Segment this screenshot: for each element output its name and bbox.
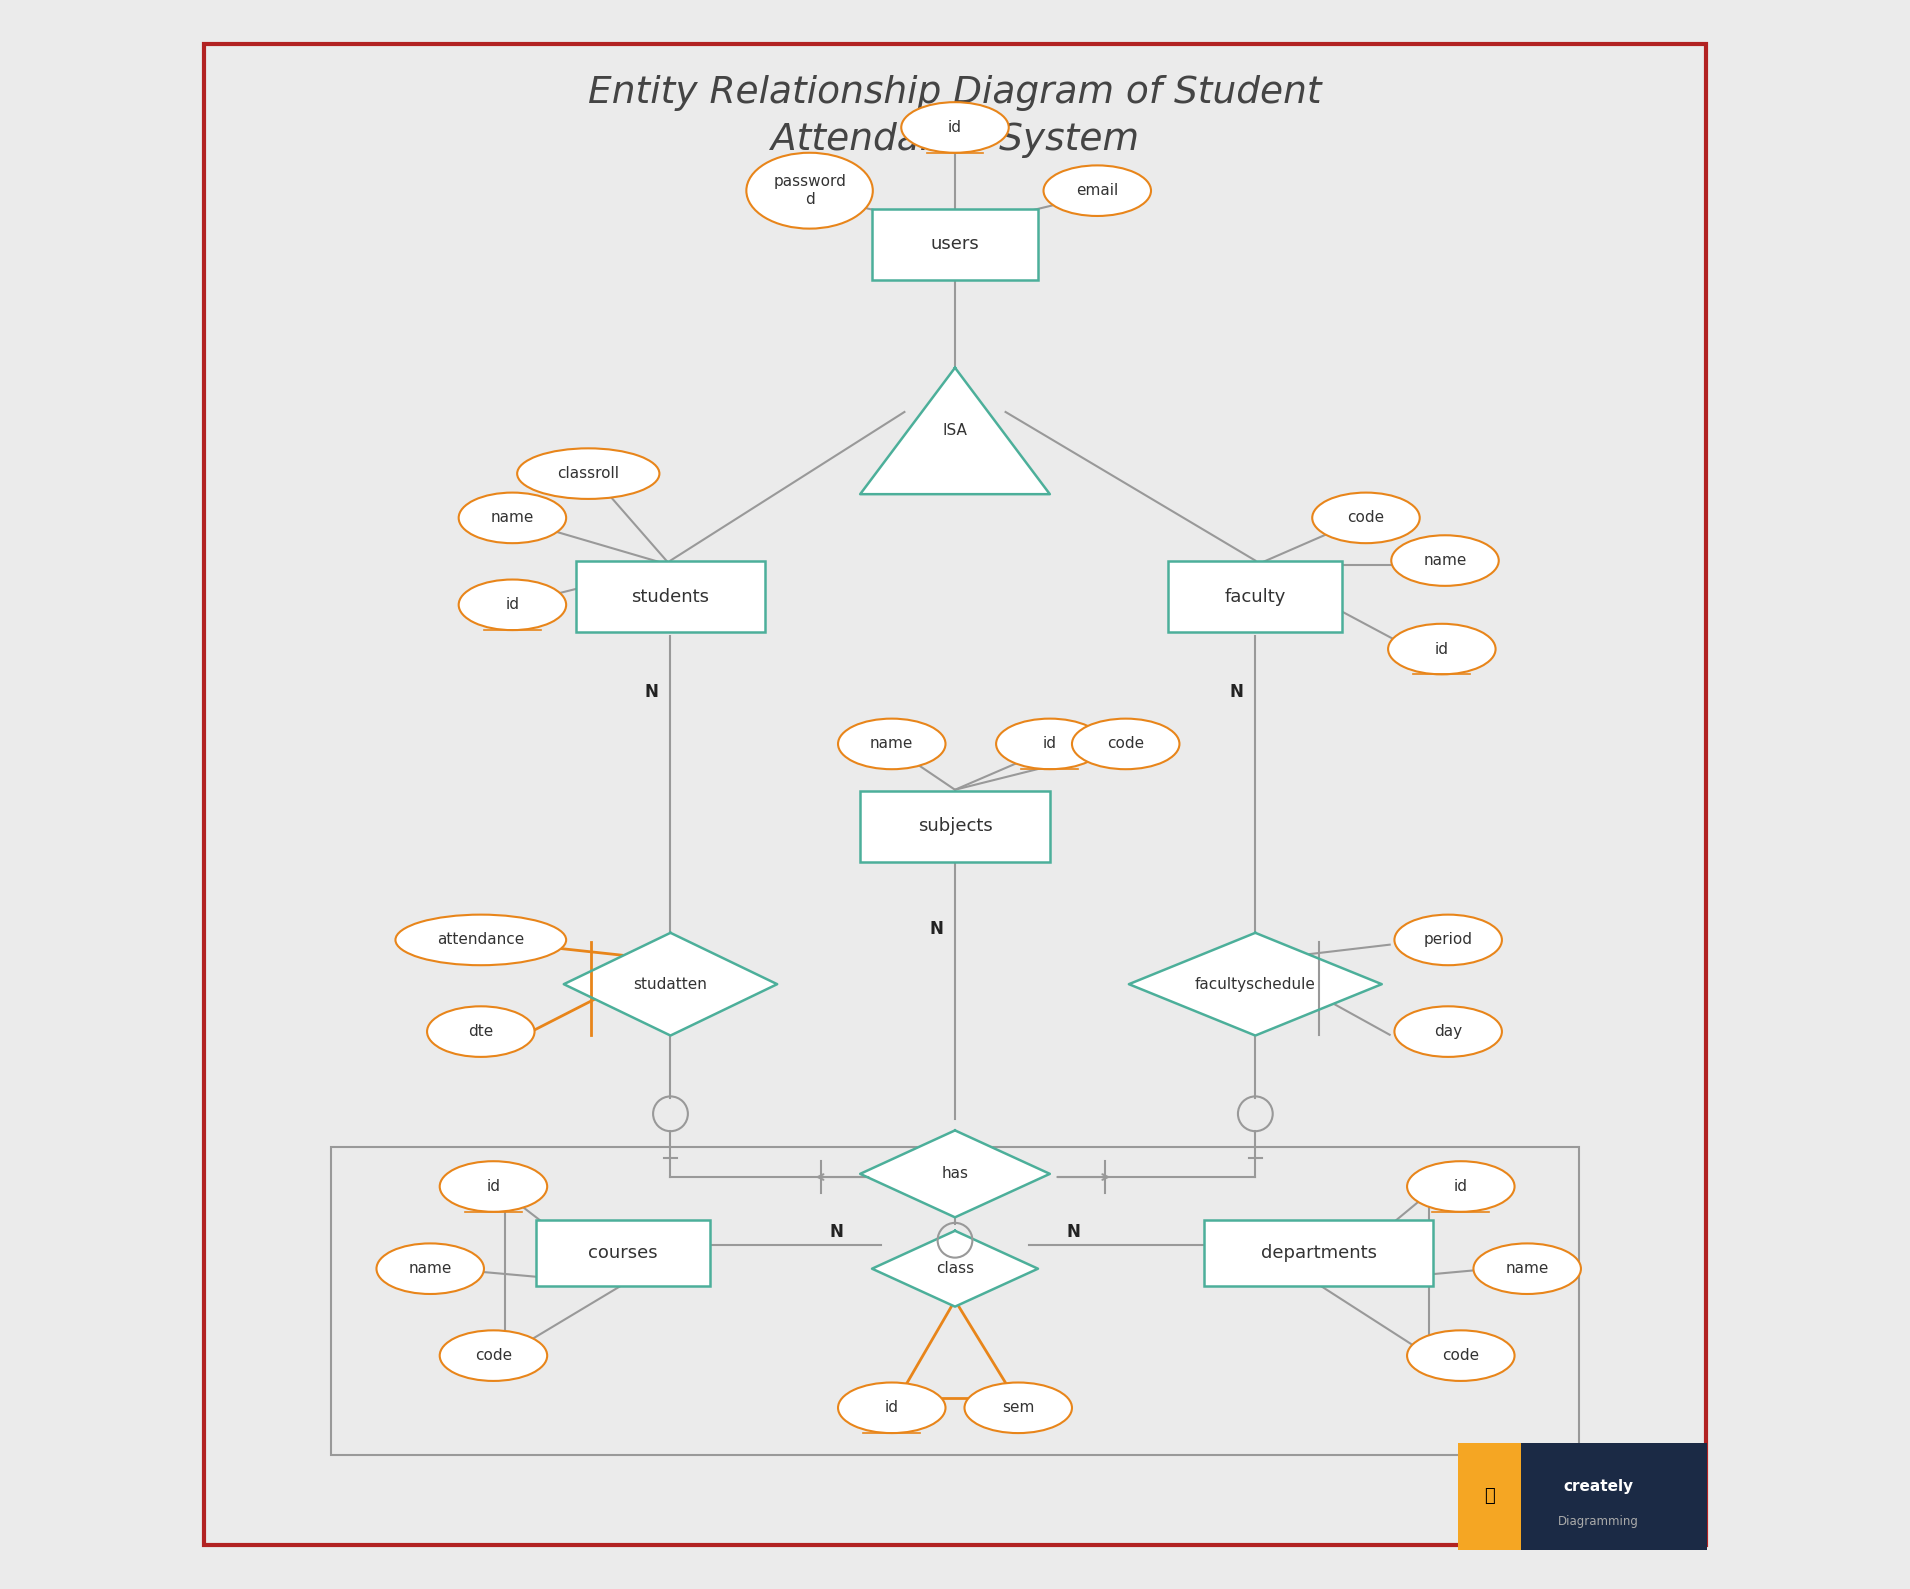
Ellipse shape <box>458 580 565 631</box>
FancyBboxPatch shape <box>1169 561 1343 632</box>
Text: name: name <box>1423 553 1467 567</box>
Text: has: has <box>942 1166 968 1181</box>
Ellipse shape <box>1408 1162 1515 1212</box>
Ellipse shape <box>747 153 873 229</box>
Text: N: N <box>1066 1224 1081 1241</box>
Ellipse shape <box>965 1382 1072 1433</box>
Text: creately: creately <box>1562 1479 1633 1494</box>
Ellipse shape <box>428 1006 535 1057</box>
FancyBboxPatch shape <box>204 43 1706 1546</box>
Text: users: users <box>930 235 980 253</box>
Text: class: class <box>936 1262 974 1276</box>
Text: name: name <box>871 736 913 752</box>
Text: classroll: classroll <box>558 466 619 481</box>
Text: courses: courses <box>588 1244 657 1262</box>
Text: code: code <box>1442 1347 1480 1363</box>
Ellipse shape <box>1390 535 1499 586</box>
Ellipse shape <box>1312 493 1419 543</box>
Text: Diagramming: Diagramming <box>1559 1514 1639 1529</box>
Ellipse shape <box>395 915 565 965</box>
Text: id: id <box>947 119 963 135</box>
Ellipse shape <box>518 448 659 499</box>
Ellipse shape <box>902 102 1008 153</box>
Text: id: id <box>884 1400 900 1416</box>
Polygon shape <box>1129 933 1381 1036</box>
Text: password
d: password d <box>774 175 846 207</box>
FancyBboxPatch shape <box>537 1220 711 1286</box>
Text: code: code <box>1347 510 1385 526</box>
Ellipse shape <box>439 1330 546 1381</box>
Text: id: id <box>1043 736 1056 752</box>
Text: day: day <box>1434 1023 1463 1039</box>
Polygon shape <box>860 367 1050 494</box>
Text: facultyschedule: facultyschedule <box>1196 977 1316 992</box>
Text: id: id <box>1434 642 1450 656</box>
Ellipse shape <box>1394 1006 1501 1057</box>
Text: Entity Relationship Diagram of Student
Attendance System: Entity Relationship Diagram of Student A… <box>588 75 1322 159</box>
Ellipse shape <box>1473 1244 1581 1293</box>
Text: period: period <box>1423 933 1473 947</box>
Text: dte: dte <box>468 1023 493 1039</box>
Text: departments: departments <box>1261 1244 1377 1262</box>
Text: studatten: studatten <box>634 977 707 992</box>
Text: code: code <box>476 1347 512 1363</box>
Polygon shape <box>860 1130 1050 1217</box>
Ellipse shape <box>1072 718 1180 769</box>
Text: name: name <box>491 510 535 526</box>
Text: faculty: faculty <box>1224 588 1285 605</box>
Ellipse shape <box>838 1382 945 1433</box>
Ellipse shape <box>838 718 945 769</box>
FancyBboxPatch shape <box>860 791 1050 861</box>
Text: code: code <box>1108 736 1144 752</box>
FancyBboxPatch shape <box>1203 1220 1432 1286</box>
Ellipse shape <box>458 493 565 543</box>
Text: id: id <box>506 597 520 612</box>
Text: ISA: ISA <box>942 423 968 439</box>
Text: attendance: attendance <box>437 933 525 947</box>
Ellipse shape <box>1043 165 1152 216</box>
FancyBboxPatch shape <box>873 208 1037 280</box>
Text: id: id <box>487 1179 500 1193</box>
Text: N: N <box>644 683 659 701</box>
Text: name: name <box>409 1262 453 1276</box>
Text: id: id <box>1454 1179 1467 1193</box>
Text: N: N <box>829 1224 844 1241</box>
FancyBboxPatch shape <box>1457 1443 1520 1549</box>
Polygon shape <box>563 933 777 1036</box>
Ellipse shape <box>997 718 1104 769</box>
Ellipse shape <box>439 1162 546 1212</box>
Text: subjects: subjects <box>917 817 993 836</box>
Text: students: students <box>632 588 709 605</box>
Ellipse shape <box>376 1244 483 1293</box>
Text: name: name <box>1505 1262 1549 1276</box>
FancyBboxPatch shape <box>575 561 766 632</box>
Text: 💡: 💡 <box>1484 1487 1496 1505</box>
Ellipse shape <box>1408 1330 1515 1381</box>
Text: N: N <box>1230 683 1243 701</box>
Text: N: N <box>928 920 944 938</box>
FancyBboxPatch shape <box>1457 1443 1708 1549</box>
Ellipse shape <box>1389 624 1496 674</box>
Text: sem: sem <box>1003 1400 1035 1416</box>
Text: email: email <box>1075 183 1119 199</box>
Polygon shape <box>873 1231 1037 1306</box>
Ellipse shape <box>1394 915 1501 965</box>
